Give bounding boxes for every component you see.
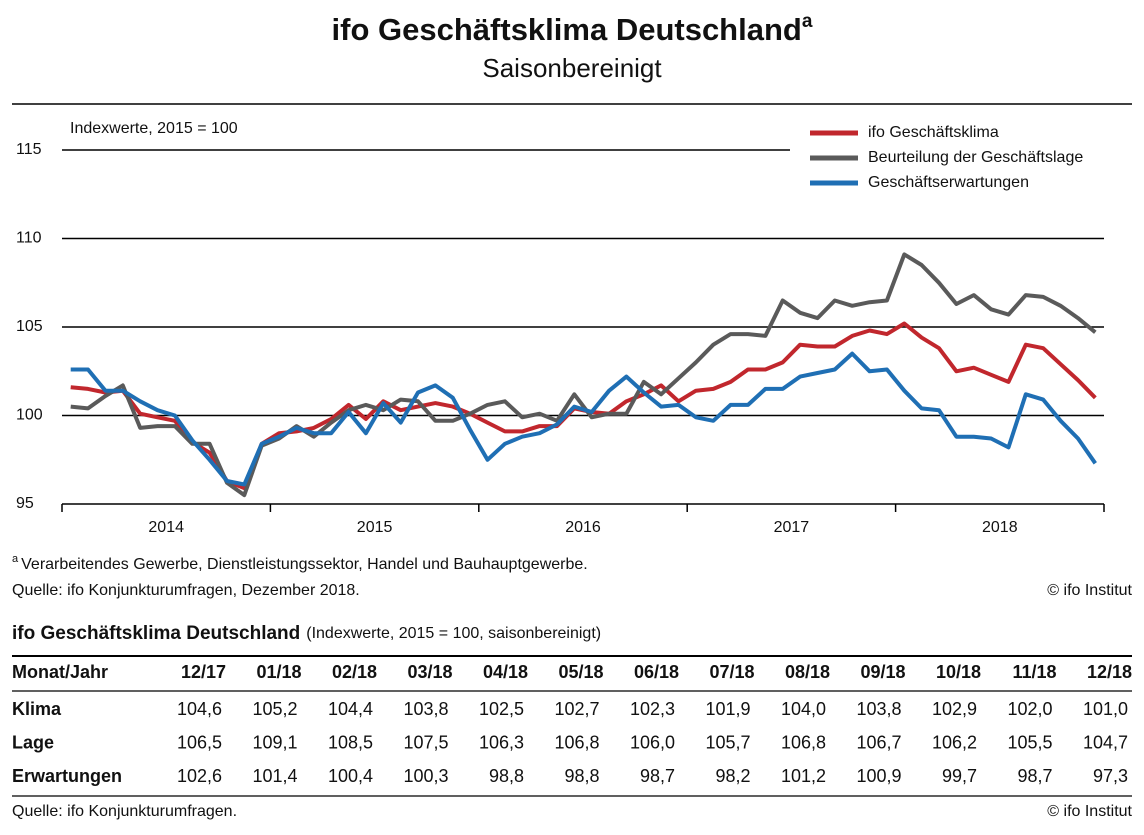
table-cell: 106,5 (177, 732, 222, 752)
table-cell: 98,7 (640, 766, 675, 786)
table-title-text: ifo Geschäftsklima Deutschland (12, 623, 300, 644)
table-header: 02/18 (332, 662, 377, 682)
table-cell: 106,8 (781, 732, 826, 752)
table-cell: 106,3 (479, 732, 524, 752)
x-tick-label: 2016 (565, 519, 601, 536)
table-cell: 104,4 (328, 699, 373, 719)
y-tick-label: 115 (16, 141, 42, 158)
series-line (70, 351, 1097, 487)
table-cell: 106,7 (856, 732, 901, 752)
table-header: 10/18 (936, 662, 981, 682)
y-tick-label: 95 (16, 495, 34, 512)
table-cell: 102,6 (177, 766, 222, 786)
table-cell: 104,7 (1083, 732, 1128, 752)
table-cell: 98,8 (489, 766, 524, 786)
table-cell: 102,3 (630, 699, 675, 719)
copyright: © ifo Institut (1047, 582, 1132, 599)
table-header: 12/17 (181, 662, 226, 682)
table-cell: 106,2 (932, 732, 977, 752)
footnote: a Verarbeitendes Gewerbe, Dienstleistungs… (12, 553, 588, 573)
table-row-label: Klima (12, 699, 62, 719)
table-header: 01/18 (256, 662, 301, 682)
table-header: 09/18 (860, 662, 905, 682)
table-cell: 102,7 (554, 699, 599, 719)
legend-label: ifo Geschäftsklima (868, 124, 999, 141)
table-cell: 99,7 (942, 766, 977, 786)
table-cell: 100,9 (856, 766, 901, 786)
table-cell: 107,5 (403, 732, 448, 752)
legend-label: Geschäftserwartungen (868, 174, 1029, 191)
table-row-label: Lage (12, 732, 54, 752)
table-cell: 104,0 (781, 699, 826, 719)
table-cell: 100,4 (328, 766, 373, 786)
table-cell: 104,6 (177, 699, 222, 719)
table-header: 06/18 (634, 662, 679, 682)
y-axis-label: Indexwerte, 2015 = 100 (70, 120, 238, 137)
source: Quelle: ifo Konjunkturumfragen, Dezember… (12, 582, 360, 599)
series-line (70, 252, 1097, 498)
table-cell: 102,5 (479, 699, 524, 719)
table-cell: 98,7 (1017, 766, 1052, 786)
y-tick-label: 100 (16, 407, 43, 424)
table-cell: 103,8 (403, 699, 448, 719)
table-source: Quelle: ifo Konjunkturumfragen. (12, 803, 237, 820)
table-cell: 98,2 (715, 766, 750, 786)
table-header: 12/18 (1087, 662, 1132, 682)
chart-subtitle: Saisonbereinigt (482, 53, 662, 83)
table-header: 04/18 (483, 662, 528, 682)
table-cell: 101,2 (781, 766, 826, 786)
table-cell: 101,4 (252, 766, 297, 786)
footnote-text: Verarbeitendes Gewerbe, Dienstleistungss… (21, 556, 588, 573)
table-cell: 98,8 (564, 766, 599, 786)
table-cell: 102,0 (1007, 699, 1052, 719)
title-text: ifo Geschäftsklima Deutschland (332, 12, 802, 47)
table-cell: 101,0 (1083, 699, 1128, 719)
table-cell: 105,5 (1007, 732, 1052, 752)
chart-title: ifo Geschäftsklima Deutschlanda (332, 11, 813, 47)
table-cell: 103,8 (856, 699, 901, 719)
y-tick-label: 110 (16, 230, 42, 247)
table-cell: 106,8 (554, 732, 599, 752)
table-cell: 97,3 (1093, 766, 1128, 786)
table-header: 07/18 (709, 662, 754, 682)
table-title: ifo Geschäftsklima Deutschland (Indexwert… (12, 623, 601, 644)
table-header: 03/18 (407, 662, 452, 682)
table-header: 08/18 (785, 662, 830, 682)
table-cell: 102,9 (932, 699, 977, 719)
x-tick-label: 2018 (982, 519, 1018, 536)
footnote-marker: a (12, 553, 19, 565)
table-cell: 101,9 (705, 699, 750, 719)
table-copyright: © ifo Institut (1047, 803, 1132, 820)
table-header: Monat/Jahr (12, 662, 108, 682)
table-subtitle: (Indexwerte, 2015 = 100, saisonbereinigt… (306, 625, 601, 642)
x-tick-label: 2014 (148, 519, 184, 536)
table-header: 11/18 (1012, 662, 1056, 682)
table-cell: 100,3 (403, 766, 448, 786)
table-header: 05/18 (558, 662, 603, 682)
table-cell: 109,1 (252, 732, 297, 752)
y-tick-label: 105 (16, 318, 43, 335)
legend-label: Beurteilung der Geschäftslage (868, 149, 1083, 166)
x-tick-label: 2015 (357, 519, 393, 536)
x-tick-label: 2017 (774, 519, 810, 536)
table-cell: 105,2 (252, 699, 297, 719)
title-superscript: a (802, 11, 813, 32)
table-row-label: Erwartungen (12, 766, 122, 786)
table-cell: 105,7 (705, 732, 750, 752)
table-cell: 106,0 (630, 732, 675, 752)
table-cell: 108,5 (328, 732, 373, 752)
